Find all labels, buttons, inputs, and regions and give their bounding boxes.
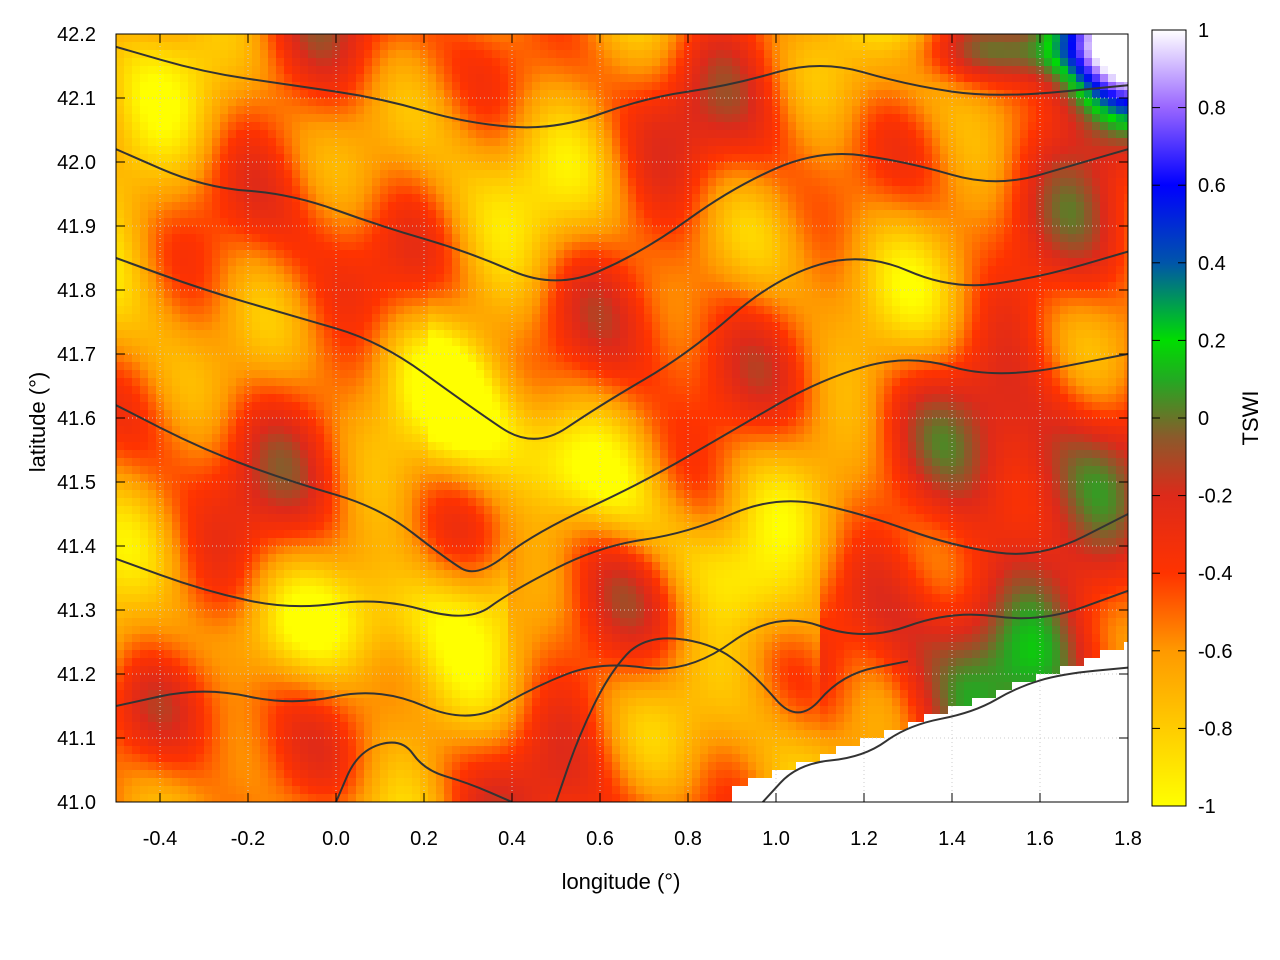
y-tick-label: 42.1: [57, 88, 96, 110]
y-tick-label: 41.9: [57, 216, 96, 238]
y-axis: 41.0 41.1 41.2 41.3 41.4 41.5 41.6 41.7 41.8 41.9…: [57, 24, 1128, 814]
x-tick-label: 0.2: [410, 828, 438, 850]
colorbar-tick-label: 0.2: [1198, 330, 1226, 352]
contour-line: [762, 666, 1128, 802]
colorbar-tick-label: -0.8: [1198, 718, 1232, 740]
colorbar-label: TSWI: [1238, 391, 1263, 446]
colorbar-tick-label: 0.4: [1198, 253, 1226, 275]
y-tick-label: 41.3: [57, 600, 96, 622]
contour-line: [116, 500, 1128, 617]
y-axis-label: latitude (°): [25, 372, 50, 473]
y-tick-label: 41.0: [57, 792, 96, 814]
x-tick-label: 1.4: [938, 828, 966, 850]
y-tick-label: 41.7: [57, 344, 96, 366]
y-tick-label: 41.6: [57, 408, 96, 430]
contour-line: [335, 741, 513, 802]
x-tick-label: 0.8: [674, 828, 702, 850]
contour-lines: [116, 45, 1128, 802]
contour-line: [116, 250, 1128, 440]
x-tick-label: 1.2: [850, 828, 878, 850]
colorbar-tick-label: 0: [1198, 408, 1209, 430]
x-tick-label: -0.2: [231, 828, 265, 850]
x-tick-label: 0.6: [586, 828, 614, 850]
y-tick-label: 41.1: [57, 728, 96, 750]
x-tick-label: -0.4: [143, 828, 177, 850]
x-axis-label: longitude (°): [562, 869, 681, 894]
x-tick-label: 0.0: [322, 828, 350, 850]
contour-line: [116, 589, 1128, 717]
y-tick-label: 41.4: [57, 536, 96, 558]
colorbar-tick-label: -0.6: [1198, 641, 1232, 663]
y-tick-label: 41.2: [57, 664, 96, 686]
contour-line: [116, 148, 1128, 282]
y-tick-label: 42.0: [57, 152, 96, 174]
y-tick-label: 42.2: [57, 24, 96, 46]
colorbar-tick-label: 0.6: [1198, 175, 1226, 197]
colorbar-tick-label: -0.4: [1198, 563, 1232, 585]
x-axis: -0.4 -0.2 0.0 0.2 0.4 0.6 0.8 1.0 1.2 1.4 1.6 1.8: [143, 34, 1142, 850]
contour-line: [116, 353, 1128, 573]
x-tick-label: 1.6: [1026, 828, 1054, 850]
x-tick-label: 1.0: [762, 828, 790, 850]
colorbar-axis: 1 0.8 0.6 0.4 0.2 0 -0.2 -0.4 -0.6 -0.8 -1: [1152, 20, 1232, 818]
x-tick-label: 0.4: [498, 828, 526, 850]
contour-line: [116, 45, 1128, 129]
colorbar-tick-label: 1: [1198, 20, 1209, 42]
contour-line: [555, 637, 909, 802]
x-tick-label: 1.8: [1114, 828, 1142, 850]
colorbar-tick-label: 0.8: [1198, 98, 1226, 120]
colorbar-tick-label: -0.2: [1198, 486, 1232, 508]
colorbar-tick-label: -1: [1198, 796, 1216, 818]
y-tick-label: 41.8: [57, 280, 96, 302]
y-tick-label: 41.5: [57, 472, 96, 494]
